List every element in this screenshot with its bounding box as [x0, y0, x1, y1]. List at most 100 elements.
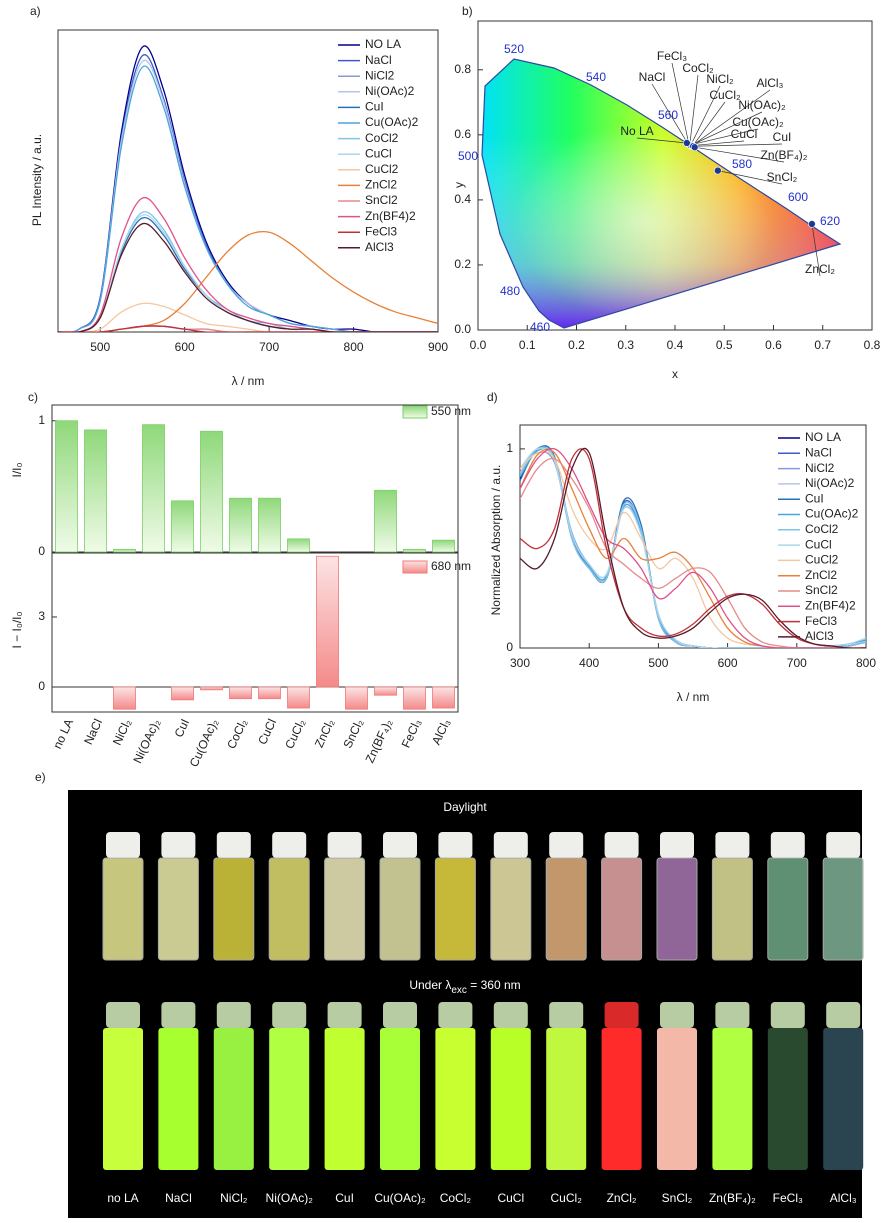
legend-label: CuCl2: [365, 162, 399, 176]
x-tick-label: 500: [90, 340, 110, 354]
x-axis-label: λ / nm: [232, 374, 265, 388]
legend-label: Cu(OAc)2: [365, 115, 419, 129]
panel-label: b): [462, 4, 473, 18]
chromaticity-point: [690, 143, 699, 152]
legend-label: ZnCl2: [805, 568, 837, 582]
legend-label: CuCl2: [805, 553, 839, 567]
x-tick-label: 900: [428, 340, 448, 354]
vial-cap: [604, 832, 639, 858]
x-tick-label: 0.2: [568, 338, 585, 352]
caption-subscript: exc: [451, 985, 467, 996]
wavelength-label: 580: [732, 157, 752, 171]
vial-cap: [770, 1002, 805, 1028]
legend-label: Ni(OAc)2: [365, 84, 415, 98]
vial-cap: [826, 832, 861, 858]
series-group: [58, 45, 438, 332]
y-axis-label: I/I₀: [10, 462, 24, 477]
legend-label: CuI: [365, 100, 384, 114]
spectrum-line: [58, 59, 438, 332]
x-tick-label: 500: [648, 656, 668, 670]
vial-cap: [493, 1002, 528, 1028]
vial: [324, 1028, 365, 1170]
vial: [213, 857, 255, 961]
wavelength-label: 540: [586, 70, 606, 84]
point-label: SnCl₂: [767, 170, 798, 184]
vial-cap: [660, 832, 694, 858]
x-tick-label: NaCl: [81, 717, 105, 747]
sample-label: NaCl: [165, 1191, 192, 1205]
bar: [345, 686, 368, 710]
bar: [403, 548, 426, 553]
vial: [380, 1028, 420, 1170]
vial: [823, 1028, 864, 1170]
sample-label: Cu(OAc)₂: [374, 1191, 426, 1205]
legend-label: CuCl: [365, 146, 392, 160]
bar: [171, 500, 194, 553]
vial: [490, 1028, 531, 1170]
wavelength-label: 460: [530, 320, 550, 334]
leader-line: [691, 111, 763, 146]
bar: [287, 686, 310, 709]
x-tick-label: ZnCl₂: [312, 716, 338, 749]
leader-line: [690, 128, 759, 146]
y-tick-label: 0.2: [454, 257, 471, 271]
x-axis-label: λ / nm: [677, 690, 710, 704]
legend-label: NaCl: [805, 445, 832, 459]
spectrum-line: [58, 196, 438, 332]
vial: [712, 1028, 753, 1170]
sample-label: CuCl: [497, 1191, 524, 1205]
bar: [374, 489, 397, 553]
caption-part: = 360 nm: [467, 978, 521, 992]
x-tick-label: 600: [175, 340, 195, 354]
wavelength-label: 600: [788, 190, 808, 204]
point-label: CuCl: [731, 127, 758, 141]
leader-line: [689, 74, 699, 145]
x-tick-label: 0.6: [765, 338, 782, 352]
x-tick-label: 400: [579, 656, 599, 670]
chromaticity-point: [714, 166, 722, 175]
vial-cap: [604, 1002, 639, 1028]
legend-label: SnCl2: [365, 193, 398, 207]
vial-cap: [272, 1002, 307, 1028]
point-label: ZnCl₂: [805, 262, 835, 276]
vial-cap: [715, 832, 750, 858]
x-tick-label: SnCl₂: [340, 716, 366, 750]
point-label: NaCl: [639, 70, 666, 84]
point-label: Cu(OAc)₂: [732, 115, 784, 129]
vial-cap: [327, 832, 362, 858]
vial-cap: [383, 1002, 417, 1028]
caption: Under λexc = 360 nm: [409, 978, 520, 995]
wavelength-label: 620: [820, 214, 840, 228]
bar: [316, 555, 339, 688]
spectrum-line: [520, 450, 866, 648]
vial: [822, 857, 864, 961]
vial-cap: [106, 1002, 140, 1028]
plot-frame: [519, 424, 867, 649]
spectrum-line: [58, 325, 438, 332]
x-axis-label: x: [672, 367, 678, 381]
bar: [229, 686, 252, 700]
plot-frame: [51, 404, 459, 553]
y-tick-label: 3: [38, 609, 45, 623]
bar: [229, 497, 252, 553]
vial: [269, 1028, 310, 1170]
legend-label: SnCl2: [805, 583, 838, 597]
legend-label: NiCl2: [805, 461, 835, 475]
x-tick-label: 0.3: [617, 338, 634, 352]
x-tick-label: 700: [787, 656, 807, 670]
wavelength-label: 500: [458, 149, 478, 163]
legend-label: Cu(OAc)2: [805, 507, 859, 521]
y-tick-label: 1: [38, 413, 45, 427]
vial-cap: [826, 1002, 861, 1028]
vial-cap: [715, 1002, 750, 1028]
point-label: Ni(OAc)₂: [738, 98, 786, 112]
leader-line: [694, 146, 785, 163]
x-tick-label: CuCl₂: [282, 716, 308, 751]
spectrum-line: [520, 447, 866, 648]
vial: [490, 857, 532, 961]
leader-line: [691, 89, 771, 147]
sample-label: ZnCl₂: [607, 1191, 637, 1205]
legend-label: AlCl3: [365, 240, 394, 254]
leader-line: [692, 101, 726, 147]
